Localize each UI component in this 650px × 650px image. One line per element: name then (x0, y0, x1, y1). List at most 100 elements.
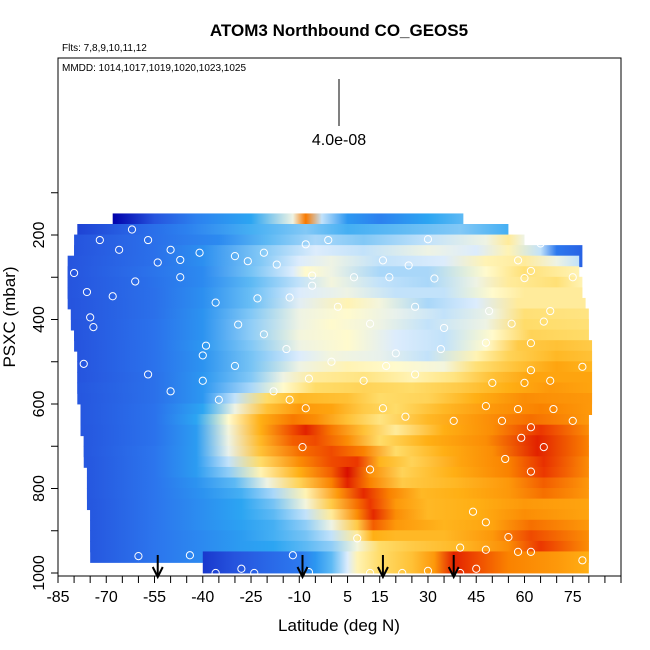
data-point (327, 357, 336, 366)
x-tick-label: -10 (288, 589, 311, 606)
data-point (285, 395, 294, 404)
y-axis: 200 400 600 800 1000 (31, 192, 58, 591)
data-point (301, 240, 310, 249)
data-point (250, 568, 259, 578)
data-point (230, 252, 240, 261)
data-point (423, 566, 433, 575)
data-point (378, 404, 388, 413)
data-point (539, 442, 548, 452)
arrow-down-icon (447, 555, 460, 580)
data-point (234, 320, 243, 329)
data-point (143, 370, 153, 379)
arrow-down-icon (377, 555, 389, 580)
data-point (517, 433, 526, 442)
data-point (365, 568, 375, 578)
x-tick-label: -55 (143, 589, 166, 606)
data-point (253, 294, 262, 303)
data-point (536, 239, 545, 248)
data-point (282, 344, 291, 354)
data-point (568, 273, 577, 282)
data-point (398, 568, 407, 578)
heatmap (67, 213, 593, 574)
data-point (526, 423, 536, 432)
data-point (89, 323, 98, 332)
data-point (153, 258, 162, 267)
data-point (127, 225, 137, 234)
x-tick-label: -25 (239, 589, 262, 606)
data-point (86, 313, 95, 322)
data-point (507, 319, 516, 328)
data-point (488, 378, 497, 387)
data-point (195, 248, 204, 257)
chart-title: ATOM3 Northbound CO_GEOS5 (210, 21, 468, 40)
plot-frame (57, 57, 622, 577)
data-point (578, 556, 587, 565)
x-tick-label: -40 (191, 589, 214, 606)
latitude-arrows (151, 555, 460, 580)
data-point (95, 235, 104, 245)
x-axis: -85 -70 -55 -40 -25 -10 5 15 30 45 60 75 (46, 576, 622, 606)
data-point (520, 378, 529, 387)
data-point (324, 235, 333, 245)
data-point (308, 271, 317, 280)
data-point (526, 547, 536, 556)
data-point (198, 376, 207, 385)
data-point (391, 349, 400, 358)
data-point (481, 338, 490, 347)
x-tick-label: 75 (564, 589, 582, 606)
data-point (108, 292, 117, 301)
y-tick-label: 1000 (31, 555, 48, 591)
data-point (308, 281, 317, 290)
data-point (501, 454, 510, 464)
data-point (549, 404, 558, 414)
x-axis-title: Latitude (deg N) (278, 616, 400, 635)
x-tick-label: 30 (419, 589, 437, 606)
data-point (166, 245, 175, 254)
data-point (134, 552, 143, 561)
data-point (214, 395, 223, 404)
data-point (185, 551, 195, 560)
data-point (378, 256, 388, 265)
y-tick-label: 200 (31, 222, 48, 249)
arrow-down-icon (151, 555, 164, 580)
data-point (230, 361, 240, 371)
data-point (404, 261, 413, 270)
data-point (298, 442, 307, 452)
data-point (359, 376, 368, 385)
dates-label: MMDD: 1014,1017,1019,1020,1023,1025 (62, 63, 246, 74)
data-point (82, 287, 92, 297)
x-tick-label: 5 (343, 589, 352, 606)
data-point (504, 532, 513, 542)
data-point (285, 293, 294, 302)
data-point (513, 256, 523, 265)
data-point (411, 370, 420, 379)
data-point (304, 374, 314, 383)
data-point (497, 416, 507, 425)
data-point (301, 404, 310, 413)
x-tick-label: 15 (371, 589, 389, 606)
data-point (211, 568, 220, 578)
data-point (439, 323, 449, 333)
data-point (176, 273, 185, 282)
data-point (481, 545, 490, 554)
y-axis-title: PSXC (mbar) (0, 266, 19, 367)
data-point (468, 507, 478, 516)
data-point (526, 366, 536, 375)
data-point (211, 298, 220, 307)
data-point (481, 518, 490, 527)
data-point (578, 362, 587, 371)
data-point (79, 359, 88, 368)
data-point (513, 547, 523, 556)
data-point (269, 387, 278, 396)
data-point (288, 551, 297, 560)
heatmap-band (202, 551, 589, 574)
data-point (568, 416, 577, 425)
data-point (401, 412, 410, 421)
data-point (382, 361, 391, 371)
data-point (481, 402, 490, 411)
x-tick-label: -70 (95, 589, 118, 606)
data-point (243, 257, 252, 266)
data-point (526, 467, 536, 476)
x-tick-label: 45 (467, 589, 485, 606)
